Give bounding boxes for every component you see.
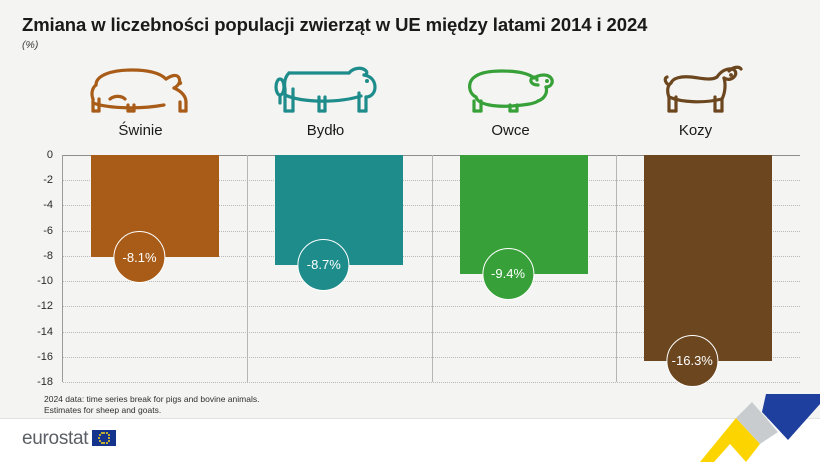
- category-label-sheep: Owce: [491, 122, 530, 139]
- category-icon-row: Świnie: [48, 62, 788, 154]
- page-title: Zmiana w liczebności populacji zwierząt …: [22, 14, 648, 35]
- y-axis-tick: -6: [43, 224, 53, 237]
- y-axis-tick: -16: [37, 350, 53, 363]
- eu-star-icon: [105, 441, 108, 444]
- eu-flag-icon: [92, 430, 117, 446]
- eurostat-logo-text: eurostat: [22, 428, 89, 449]
- eu-star-icon: [98, 439, 101, 442]
- bar-group[interactable]: -8.7%: [247, 155, 431, 382]
- footer-divider: [0, 418, 820, 419]
- eu-star-icon: [108, 437, 111, 439]
- y-axis-tick: 0: [46, 149, 53, 161]
- bar-value-label: -9.4%: [482, 247, 535, 300]
- footnote: 2024 data: time series break for pigs an…: [44, 394, 259, 416]
- y-axis-tick: -8: [43, 249, 53, 262]
- bar-value-label: -16.3%: [666, 334, 719, 387]
- category-label-goats: Kozy: [678, 122, 713, 139]
- bar-group[interactable]: -8.1%: [63, 155, 247, 382]
- bar-value-label: -8.7%: [297, 238, 350, 291]
- category-separator: [431, 155, 433, 382]
- eu-star-icon: [100, 441, 103, 444]
- sheep-icon: [452, 62, 570, 120]
- gridline: [63, 382, 800, 383]
- category-cell-goats: Kozy: [603, 62, 788, 154]
- bars-layer: -8.1% -8.7% -9.4% -16.3%: [63, 155, 800, 387]
- bar-value-label: -8.1%: [113, 231, 166, 284]
- eu-star-icon: [107, 439, 110, 442]
- y-axis-tick: -18: [37, 376, 53, 388]
- bar-group[interactable]: -16.3%: [616, 155, 800, 387]
- chart-plot-area: 0 -2 -4 -6 -8 -10 -12 -14 -16 -18 -8.1% -8.7% -9.4%…: [20, 149, 800, 388]
- gridlines: [63, 155, 800, 383]
- y-axis-tick: -2: [43, 174, 53, 187]
- category-cell-sheep: Owce: [418, 62, 603, 154]
- category-label-bovine: Bydło: [306, 122, 345, 139]
- eu-star-icon: [103, 442, 106, 445]
- y-axis-tick: -12: [37, 300, 53, 313]
- category-cell-pigs: Świnie: [48, 62, 233, 154]
- y-axis-line: [62, 155, 63, 382]
- header: Zmiana w liczebności populacji zwierząt …: [22, 14, 800, 51]
- chart-subtitle: (%): [22, 39, 39, 52]
- eurostat-logo: eurostat: [22, 428, 117, 449]
- bar[interactable]: [643, 155, 772, 361]
- category-label-pigs: Świnie: [118, 122, 163, 139]
- footnote-line-1: 2024 data: time series break for pigs an…: [44, 394, 260, 404]
- eu-star-icon: [107, 434, 110, 437]
- eu-star-icon: [98, 437, 101, 439]
- footer: eurostat: [0, 394, 820, 462]
- eu-star-icon: [105, 432, 108, 435]
- chevron-deco-icon: [700, 394, 820, 462]
- y-axis-tick: -14: [37, 325, 53, 338]
- footnote-line-2: Estimates for sheep and goats.: [44, 405, 162, 416]
- y-axis-tick: -10: [37, 275, 53, 288]
- eu-star-icon: [98, 434, 101, 437]
- cow-icon: [267, 62, 385, 120]
- goat-icon: [637, 62, 755, 120]
- category-separator: [615, 155, 617, 382]
- eu-star-icon: [103, 431, 106, 434]
- y-axis: 0 -2 -4 -6 -8 -10 -12 -14 -16 -18: [20, 149, 58, 388]
- eu-star-icon: [100, 432, 103, 435]
- pig-icon: [82, 62, 200, 120]
- y-axis-tick: -4: [43, 199, 53, 212]
- category-separator: [247, 155, 249, 382]
- category-cell-bovine: Bydło: [233, 62, 418, 154]
- bar-group[interactable]: -9.4%: [432, 155, 616, 382]
